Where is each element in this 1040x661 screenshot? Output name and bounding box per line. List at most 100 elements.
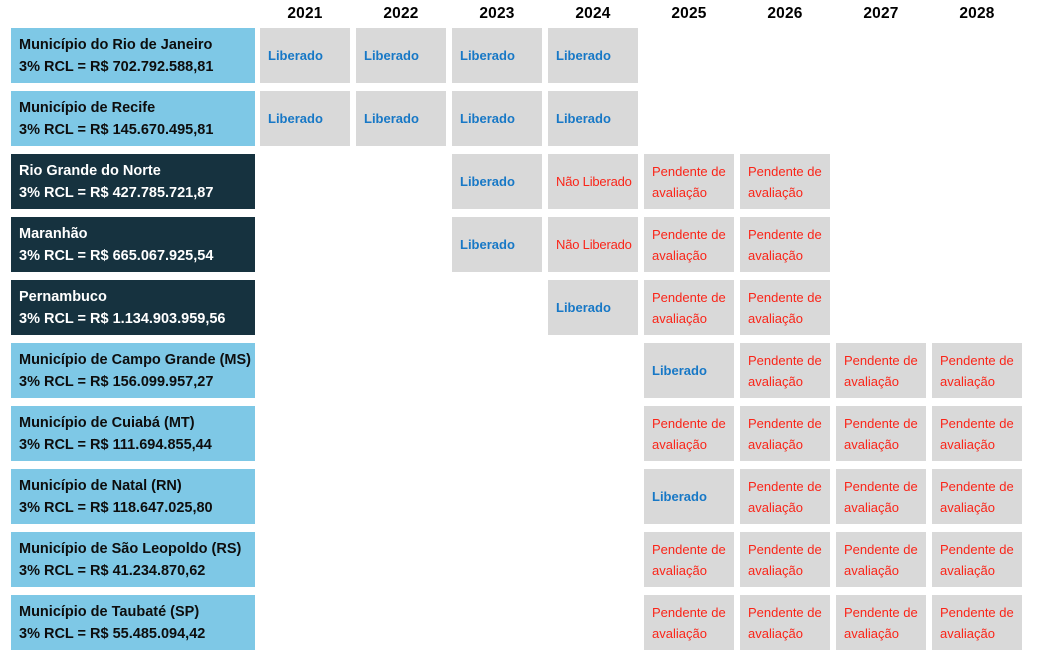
empty-cell-slot	[836, 154, 926, 209]
status-cell-pendente-2026: Pendente de avaliação	[740, 469, 830, 524]
table-row: Município do Rio de Janeiro 3% RCL = R$ 7…	[0, 28, 1040, 83]
entity-label: Município de Cuiabá (MT) 3% RCL = R$ 111.…	[11, 406, 255, 461]
empty-cell-slot	[260, 154, 350, 209]
entity-name: Município de Cuiabá (MT)	[19, 414, 195, 431]
year-header-2027: 2027	[863, 5, 899, 22]
entity-rcl-value: 3% RCL = R$ 156.099.957,27	[19, 373, 214, 390]
status-cell-pendente-2025: Pendente de avaliação	[644, 154, 734, 209]
status-cell-pendente-2025: Pendente de avaliação	[644, 217, 734, 272]
status-cell-pendente-2026: Pendente de avaliação	[740, 406, 830, 461]
empty-cell-slot	[548, 406, 638, 461]
empty-cell-slot	[452, 532, 542, 587]
status-cell-pendente-2027: Pendente de avaliação	[836, 343, 926, 398]
empty-cell-slot	[356, 595, 446, 650]
empty-cell-slot	[836, 280, 926, 335]
table-row: Município de São Leopoldo (RS) 3% RCL = R…	[0, 532, 1040, 587]
entity-rcl-value: 3% RCL = R$ 118.647.025,80	[19, 499, 213, 516]
entity-name: Município de Taubaté (SP)	[19, 603, 200, 620]
empty-cell-slot	[260, 343, 350, 398]
entity-label: Rio Grande do Norte 3% RCL = R$ 427.785.7…	[11, 154, 255, 209]
status-cell-pendente-2026: Pendente de avaliação	[740, 595, 830, 650]
entity-label: Município de São Leopoldo (RS) 3% RCL = R…	[11, 532, 255, 587]
status-cell-pendente-2026: Pendente de avaliação	[740, 154, 830, 209]
empty-cell-slot	[260, 532, 350, 587]
empty-cell-slot	[548, 595, 638, 650]
status-cells: Liberado Pendente de avaliação Pendente de…	[260, 280, 1028, 335]
empty-cell-slot	[260, 217, 350, 272]
entity-name: Município de Recife	[19, 99, 156, 116]
entity-rcl-value: 3% RCL = R$ 665.067.925,54	[19, 247, 214, 264]
table-row: Rio Grande do Norte 3% RCL = R$ 427.785.7…	[0, 154, 1040, 209]
status-cell-liberado-2023: Liberado	[452, 154, 542, 209]
status-cell-pendente-2026: Pendente de avaliação	[740, 280, 830, 335]
status-cell-pendente-2028: Pendente de avaliação	[932, 532, 1022, 587]
status-cells: Liberado Liberado Liberado Liberado	[260, 91, 1028, 146]
empty-cell-slot	[836, 91, 926, 146]
empty-cell-slot	[932, 217, 1022, 272]
entity-rcl-value: 3% RCL = R$ 1.134.903.959,56	[19, 310, 226, 327]
entity-label: Município de Recife 3% RCL = R$ 145.670.4…	[11, 91, 255, 146]
status-cell-liberado-2024: Liberado	[548, 28, 638, 83]
status-cell-liberado-2023: Liberado	[452, 91, 542, 146]
year-header-2026: 2026	[767, 5, 803, 22]
entity-name: Município do Rio de Janeiro	[19, 36, 213, 53]
empty-cell-slot	[356, 532, 446, 587]
empty-cell-slot	[452, 343, 542, 398]
status-cell-liberado-2022: Liberado	[356, 91, 446, 146]
empty-cell-slot	[548, 343, 638, 398]
status-cells: Liberado Não Liberado Pendente de avaliaçã…	[260, 154, 1028, 209]
empty-cell-slot	[356, 343, 446, 398]
entity-name: Rio Grande do Norte	[19, 162, 161, 179]
empty-cell-slot	[356, 154, 446, 209]
status-cell-pendente-2028: Pendente de avaliação	[932, 406, 1022, 461]
status-cell-liberado-2023: Liberado	[452, 28, 542, 83]
entity-name: Município de Campo Grande (MS)	[19, 351, 252, 368]
table-row: Município de Taubaté (SP) 3% RCL = R$ 55.…	[0, 595, 1040, 650]
status-cell-pendente-2026: Pendente de avaliação	[740, 217, 830, 272]
empty-cell-slot	[548, 532, 638, 587]
status-cells: Liberado Liberado Liberado Liberado	[260, 28, 1028, 83]
year-header-2024: 2024	[575, 5, 611, 22]
empty-cell-slot	[260, 280, 350, 335]
empty-cell-slot	[644, 91, 734, 146]
entity-rcl-value: 3% RCL = R$ 145.670.495,81	[19, 121, 214, 138]
entity-name: Município de Natal (RN)	[19, 477, 182, 494]
status-cell-pendente-2027: Pendente de avaliação	[836, 595, 926, 650]
status-cells: Liberado Não Liberado Pendente de avaliaçã…	[260, 217, 1028, 272]
table-row: Município de Campo Grande (MS) 3% RCL = R…	[0, 343, 1040, 398]
status-cell-pendente-2028: Pendente de avaliação	[932, 595, 1022, 650]
status-cell-pendente-2028: Pendente de avaliação	[932, 343, 1022, 398]
entity-label: Município de Taubaté (SP) 3% RCL = R$ 55.…	[11, 595, 255, 650]
status-cells: Liberado Pendente de avaliação Pendente de…	[260, 343, 1028, 398]
entity-label: Município de Natal (RN) 3% RCL = R$ 118.6…	[11, 469, 255, 524]
entity-rcl-value: 3% RCL = R$ 702.792.588,81	[19, 58, 214, 75]
entity-rcl-value: 3% RCL = R$ 41.234.870,62	[19, 562, 206, 579]
status-cell-liberado-2025: Liberado	[644, 469, 734, 524]
empty-cell-slot	[740, 28, 830, 83]
status-cell-liberado-2021: Liberado	[260, 28, 350, 83]
status-cell-pendente-2025: Pendente de avaliação	[644, 406, 734, 461]
status-cells: Liberado Pendente de avaliação Pendente de…	[260, 469, 1028, 524]
empty-cell-slot	[932, 280, 1022, 335]
status-cell-pendente-2028: Pendente de avaliação	[932, 469, 1022, 524]
empty-cell-slot	[260, 595, 350, 650]
entity-label: Pernambuco 3% RCL = R$ 1.134.903.959,56	[11, 280, 255, 335]
status-cell-liberado-2021: Liberado	[260, 91, 350, 146]
empty-cell-slot	[356, 217, 446, 272]
status-cells: Pendente de avaliação Pendente de avaliaç…	[260, 595, 1028, 650]
empty-cell-slot	[260, 406, 350, 461]
matrix-rows: Município do Rio de Janeiro 3% RCL = R$ 7…	[0, 28, 1040, 650]
table-row: Município de Recife 3% RCL = R$ 145.670.4…	[0, 91, 1040, 146]
empty-cell-slot	[644, 28, 734, 83]
status-cell-pendente-2025: Pendente de avaliação	[644, 595, 734, 650]
status-cell-pendente-2027: Pendente de avaliação	[836, 532, 926, 587]
entity-name: Maranhão	[19, 225, 88, 242]
empty-cell-slot	[836, 28, 926, 83]
empty-cell-slot	[932, 91, 1022, 146]
status-cell-nao-liberado-2024: Não Liberado	[548, 154, 638, 209]
empty-cell-slot	[836, 217, 926, 272]
empty-cell-slot	[548, 469, 638, 524]
entity-name: Pernambuco	[19, 288, 107, 305]
entity-rcl-value: 3% RCL = R$ 55.485.094,42	[19, 625, 206, 642]
empty-cell-slot	[932, 154, 1022, 209]
